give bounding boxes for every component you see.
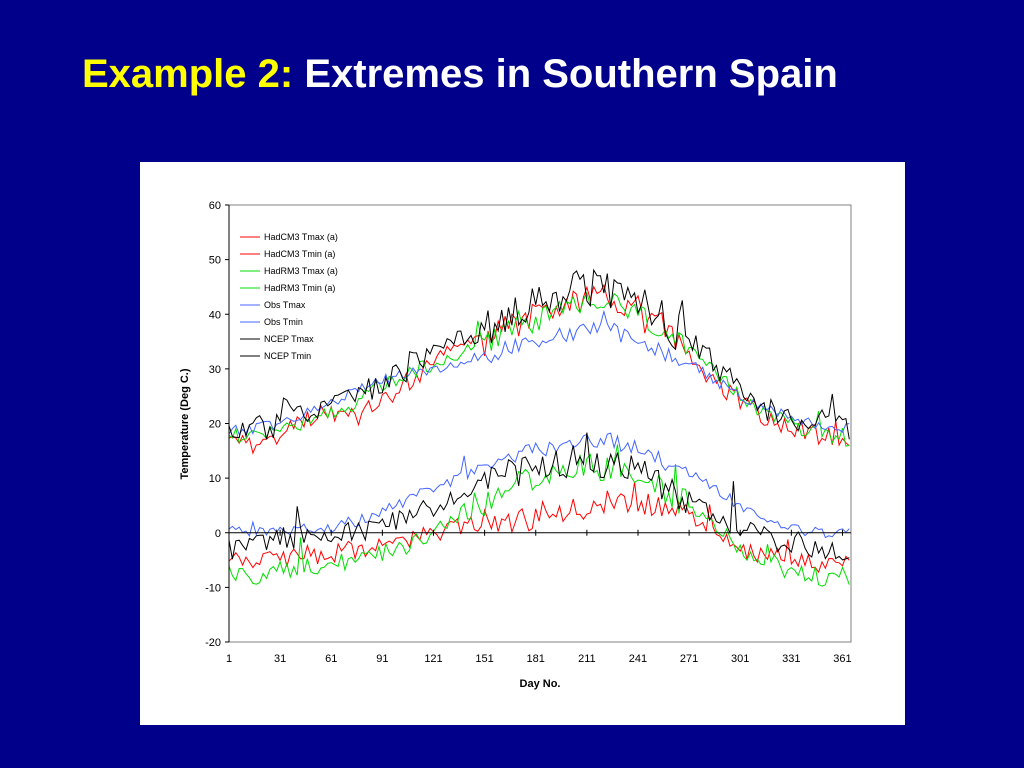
y-tick-label: -20: [205, 637, 221, 649]
x-tick-label: 121: [424, 653, 442, 665]
y-tick-label: 60: [209, 200, 221, 212]
x-tick-label: 271: [680, 653, 698, 665]
temperature-chart: 60 50 40 30 20 10 0 -10 -20 1 31 61 91 121 151 181 211 24…: [179, 200, 852, 690]
x-tick-label: 331: [782, 653, 800, 665]
x-tick-label: 301: [731, 653, 749, 665]
series-line-2: [228, 291, 850, 447]
axis-layer: 60 50 40 30 20 10 0 -10 -20 1 31 61 91 121 151 181 211 24…: [205, 200, 852, 665]
x-tick-label: 181: [527, 653, 545, 665]
y-tick-label: 10: [209, 473, 221, 485]
legend: HadCM3 Tmax (a) HadCM3 Tmin (a) HadRM3 Tma…: [240, 232, 338, 361]
series-line-7: [228, 432, 850, 561]
legend-label: HadRM3 Tmax (a): [264, 266, 338, 276]
y-axis-title: Temperature (Deg C.): [179, 368, 191, 479]
x-tick-label: 1: [226, 653, 232, 665]
y-tick-label: -10: [205, 582, 221, 594]
x-tick-label: 241: [629, 653, 647, 665]
y-tick-label: 50: [209, 255, 221, 267]
chart-panel: 60 50 40 30 20 10 0 -10 -20 1 31 61 91 121 151 181 211 24…: [140, 162, 905, 725]
x-tick-label: 61: [325, 653, 337, 665]
y-tick-label: 0: [215, 528, 221, 540]
x-tick-label: 151: [475, 653, 493, 665]
legend-label: Obs Tmax: [264, 300, 306, 310]
series-line-5: [228, 432, 850, 539]
legend-label: NCEP Tmax: [264, 334, 314, 344]
legend-label: HadCM3 Tmin (a): [264, 249, 335, 259]
legend-label: HadRM3 Tmin (a): [264, 283, 335, 293]
y-tick-label: 20: [209, 419, 221, 431]
slide-title-prefix: Example 2:: [82, 52, 294, 96]
x-tick-label: 91: [376, 653, 388, 665]
y-tick-label: 30: [209, 364, 221, 376]
x-tick-label: 31: [274, 653, 286, 665]
legend-label: Obs Tmin: [264, 317, 303, 327]
slide-title-text: Extremes in Southern Spain: [304, 52, 838, 96]
plot-area: [228, 204, 852, 643]
series-line-1: [228, 482, 850, 574]
x-tick-label: 361: [833, 653, 851, 665]
y-tick-label: 40: [209, 309, 221, 321]
legend-label: HadCM3 Tmax (a): [264, 232, 338, 242]
x-tick-label: 211: [578, 653, 596, 665]
series-line-3: [228, 444, 850, 587]
series-line-6: [228, 268, 850, 440]
legend-label: NCEP Tmin: [264, 351, 311, 361]
x-axis-title: Day No.: [520, 678, 561, 690]
series-layer: [228, 268, 850, 587]
slide-title: Example 2: Extremes in Southern Spain: [82, 48, 942, 100]
